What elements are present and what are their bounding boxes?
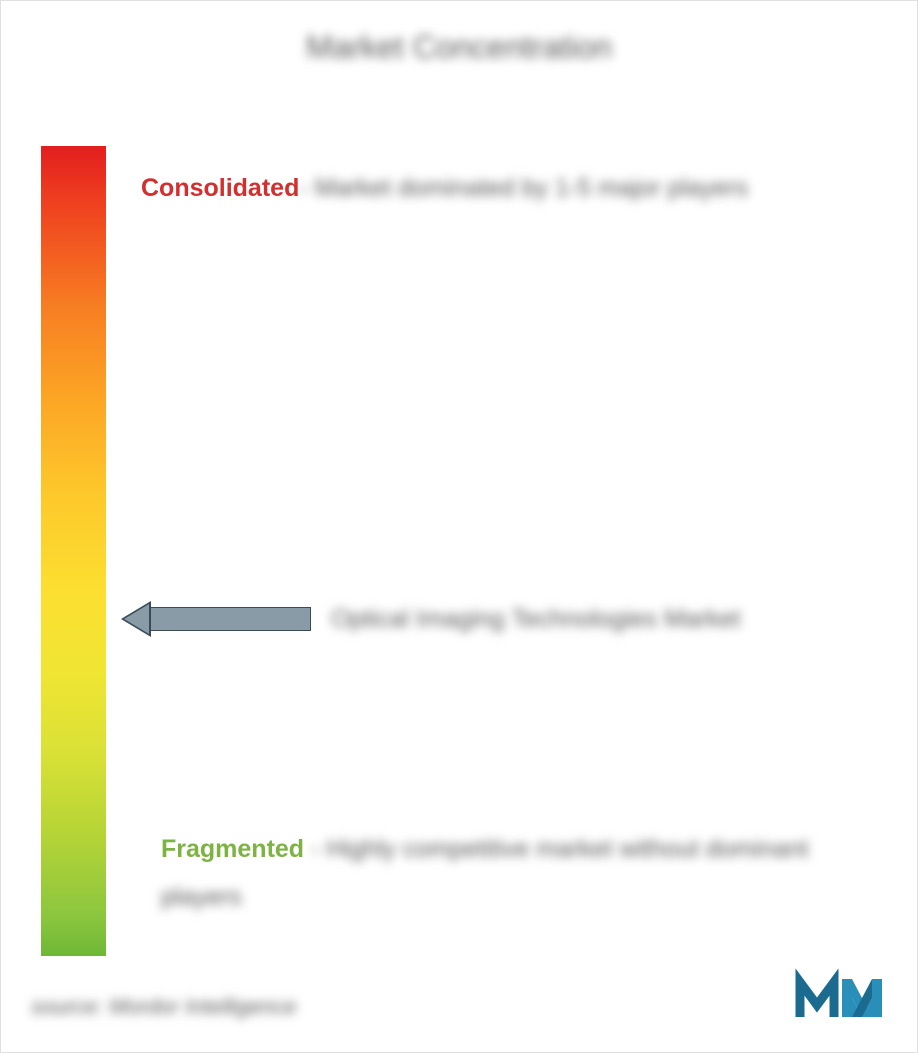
fragmented-label: Fragmented - Highly competitive market w…: [161, 826, 877, 921]
concentration-gradient-bar: [41, 146, 106, 956]
mordor-intelligence-logo-icon: [792, 967, 887, 1027]
fragmented-highlight: Fragmented: [161, 835, 304, 863]
chart-title: Market Concentration: [1, 1, 917, 66]
source-attribution: source: Mordor Intelligence: [31, 994, 296, 1020]
market-indicator: Optical Imaging Technologies Market: [121, 601, 740, 637]
consolidated-description: - Market dominated by 1-5 major players: [299, 174, 748, 202]
market-indicator-label: Optical Imaging Technologies Market: [331, 605, 740, 634]
left-arrow-icon: [121, 601, 311, 637]
consolidated-highlight: Consolidated: [141, 174, 299, 202]
content-area: Consolidated- Market dominated by 1-5 ma…: [1, 146, 917, 976]
consolidated-label: Consolidated- Market dominated by 1-5 ma…: [141, 166, 877, 211]
